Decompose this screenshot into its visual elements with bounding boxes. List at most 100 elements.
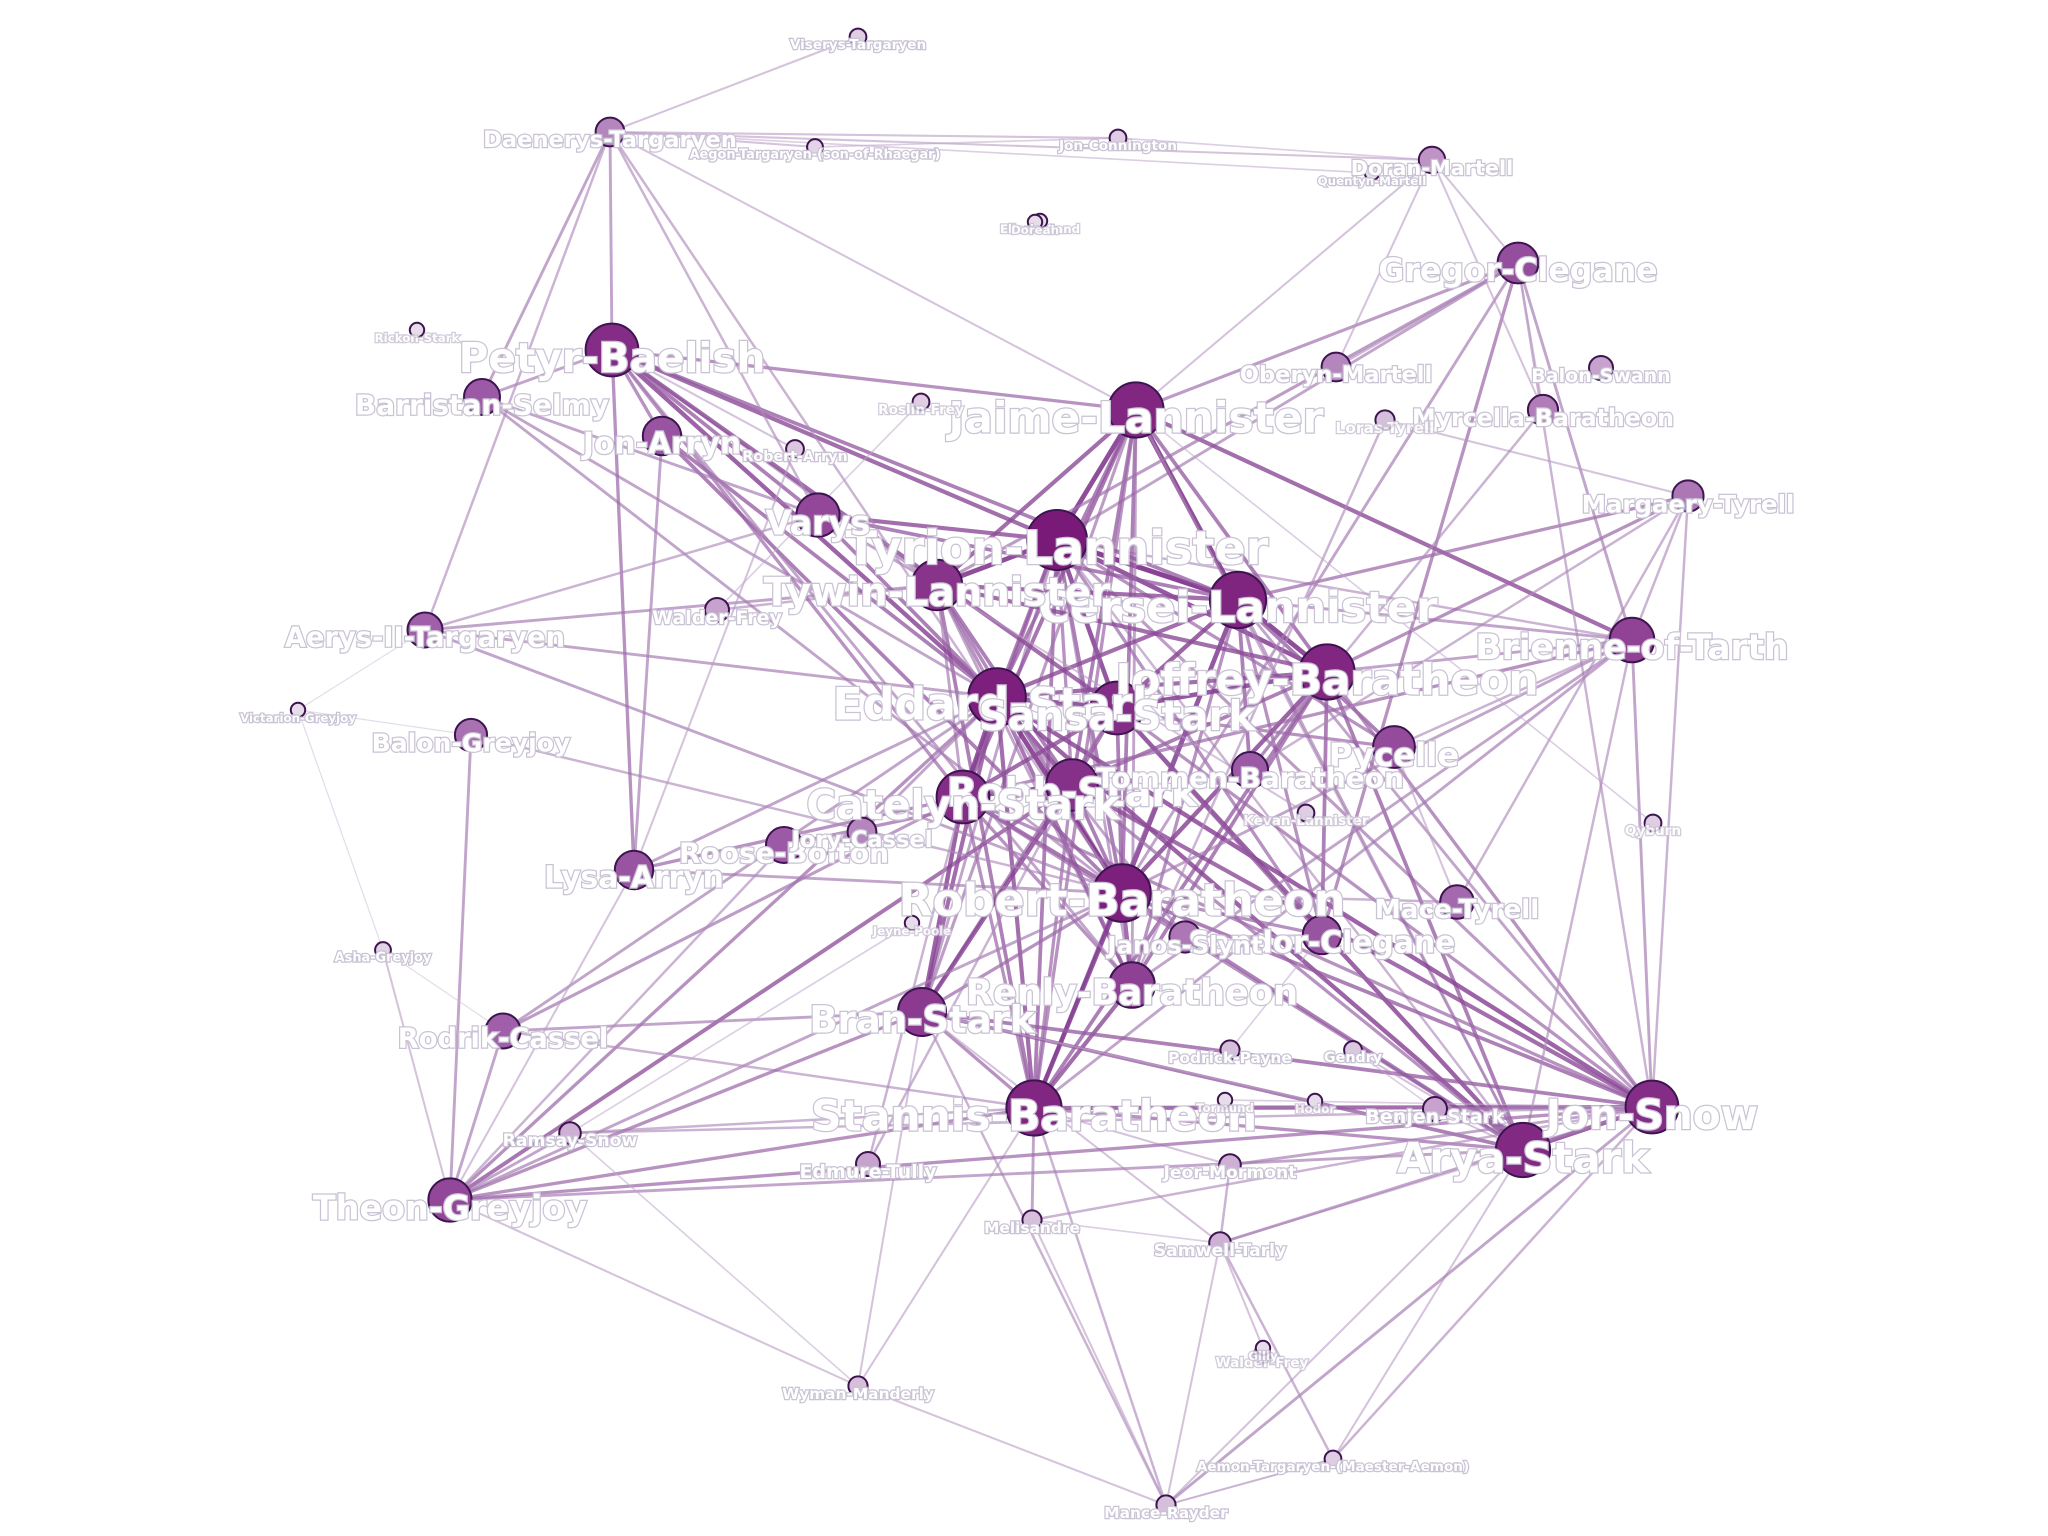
node-petyr[interactable] — [584, 322, 640, 378]
node-cersei-circle[interactable] — [1208, 570, 1268, 630]
node-balongreyjoy[interactable] — [453, 717, 489, 753]
node-rodrik[interactable] — [484, 1012, 522, 1050]
node-rickon[interactable] — [408, 321, 426, 339]
node-wyman-circle[interactable] — [847, 1375, 869, 1397]
node-margaery[interactable] — [1671, 479, 1705, 513]
node-pycelle[interactable] — [1372, 725, 1416, 769]
node-tyrion-circle[interactable] — [1026, 509, 1088, 571]
node-walder-circle[interactable] — [704, 597, 730, 623]
node-joffrey[interactable] — [1298, 643, 1356, 701]
node-tyrion[interactable] — [1026, 509, 1088, 571]
node-mace-circle[interactable] — [1439, 884, 1475, 920]
node-mance-circle[interactable] — [1155, 1494, 1177, 1516]
node-victarion[interactable] — [289, 701, 307, 719]
node-sansa[interactable] — [1089, 680, 1145, 736]
node-janos-circle[interactable] — [1168, 920, 1202, 954]
node-samwell-circle[interactable] — [1208, 1231, 1232, 1255]
node-roslin[interactable] — [911, 392, 931, 412]
node-brienne[interactable] — [1608, 616, 1656, 664]
node-jonarryn-circle[interactable] — [641, 415, 683, 457]
node-jonsnow[interactable] — [1624, 1079, 1680, 1135]
node-aerys-circle[interactable] — [406, 611, 444, 649]
node-aegon[interactable] — [806, 138, 824, 156]
node-aemon-circle[interactable] — [1323, 1449, 1343, 1469]
node-bran-circle[interactable] — [897, 987, 947, 1037]
node-eddard-circle[interactable] — [967, 667, 1027, 727]
node-walder[interactable] — [704, 597, 730, 623]
node-margaery-circle[interactable] — [1671, 479, 1705, 513]
node-balon[interactable] — [1588, 355, 1614, 381]
node-daenerys[interactable] — [594, 116, 626, 148]
node-brienne-circle[interactable] — [1608, 616, 1656, 664]
node-doreah-circle[interactable] — [1026, 213, 1044, 231]
node-mance[interactable] — [1155, 1494, 1177, 1516]
node-stannis-circle[interactable] — [1005, 1079, 1063, 1137]
node-jonsnow-circle[interactable] — [1624, 1079, 1680, 1135]
node-oberyn-circle[interactable] — [1320, 351, 1352, 383]
node-sansa-circle[interactable] — [1089, 680, 1145, 736]
node-ramsay-circle[interactable] — [558, 1121, 582, 1145]
node-tywin-circle[interactable] — [910, 558, 964, 612]
node-robb-circle[interactable] — [1045, 758, 1099, 812]
node-catelyn-circle[interactable] — [935, 769, 991, 825]
node-daenerys-circle[interactable] — [594, 116, 626, 148]
node-catelyn[interactable] — [935, 769, 991, 825]
node-joffrey-circle[interactable] — [1298, 643, 1356, 701]
node-rodrik-circle[interactable] — [484, 1012, 522, 1050]
node-doran-circle[interactable] — [1417, 145, 1447, 175]
node-varys[interactable] — [795, 492, 841, 538]
node-kevan-circle[interactable] — [1296, 803, 1316, 823]
node-theon[interactable] — [427, 1177, 473, 1223]
node-roose-circle[interactable] — [765, 826, 803, 864]
node-jory-circle[interactable] — [846, 816, 878, 848]
node-hodor[interactable] — [1306, 1092, 1324, 1110]
node-aemon[interactable] — [1323, 1449, 1343, 1469]
node-doreah[interactable] — [1026, 213, 1044, 231]
node-oberyn[interactable] — [1320, 351, 1352, 383]
node-jory[interactable] — [846, 816, 878, 848]
node-jaime[interactable] — [1107, 381, 1165, 439]
node-viserys[interactable] — [848, 27, 868, 47]
node-asha-circle[interactable] — [374, 941, 392, 959]
node-myrcella[interactable] — [1526, 393, 1560, 427]
node-stannis[interactable] — [1005, 1079, 1063, 1137]
node-wyman[interactable] — [847, 1375, 869, 1397]
node-gilly[interactable] — [1254, 1339, 1272, 1357]
node-robert-circle[interactable] — [1092, 863, 1152, 923]
node-doran[interactable] — [1417, 145, 1447, 175]
node-gendry-circle[interactable] — [1343, 1040, 1363, 1060]
node-roose[interactable] — [765, 826, 803, 864]
node-barristan[interactable] — [463, 378, 501, 416]
node-melisandre[interactable] — [1021, 1209, 1043, 1231]
node-jeor[interactable] — [1218, 1153, 1242, 1177]
node-bran[interactable] — [897, 987, 947, 1037]
node-sandor[interactable] — [1301, 914, 1343, 956]
node-jonarryn[interactable] — [641, 415, 683, 457]
node-jaime-circle[interactable] — [1107, 381, 1165, 439]
node-gregor[interactable] — [1496, 241, 1540, 285]
node-gregor-circle[interactable] — [1496, 241, 1540, 285]
node-tormund-circle[interactable] — [1216, 1091, 1234, 1109]
node-tommen-circle[interactable] — [1231, 751, 1269, 789]
node-aegon-circle[interactable] — [806, 138, 824, 156]
node-qyburn[interactable] — [1643, 813, 1663, 833]
node-hodor-circle[interactable] — [1306, 1092, 1324, 1110]
node-gilly-circle[interactable] — [1254, 1339, 1272, 1357]
node-barristan-circle[interactable] — [463, 378, 501, 416]
node-arya[interactable] — [1494, 1121, 1552, 1179]
node-roslin-circle[interactable] — [911, 392, 931, 412]
node-podrick[interactable] — [1219, 1039, 1241, 1061]
node-jeyne-circle[interactable] — [903, 914, 921, 932]
node-victarion-circle[interactable] — [289, 701, 307, 719]
node-balongreyjoy-circle[interactable] — [453, 717, 489, 753]
node-petyr-circle[interactable] — [584, 322, 640, 378]
node-ramsay[interactable] — [558, 1121, 582, 1145]
node-samwell[interactable] — [1208, 1231, 1232, 1255]
node-melisandre-circle[interactable] — [1021, 1209, 1043, 1231]
node-robert[interactable] — [1092, 863, 1152, 923]
node-kevan[interactable] — [1296, 803, 1316, 823]
node-tommen[interactable] — [1231, 751, 1269, 789]
node-sandor-circle[interactable] — [1301, 914, 1343, 956]
node-jeor-circle[interactable] — [1218, 1153, 1242, 1177]
node-benjen[interactable] — [1422, 1096, 1448, 1122]
